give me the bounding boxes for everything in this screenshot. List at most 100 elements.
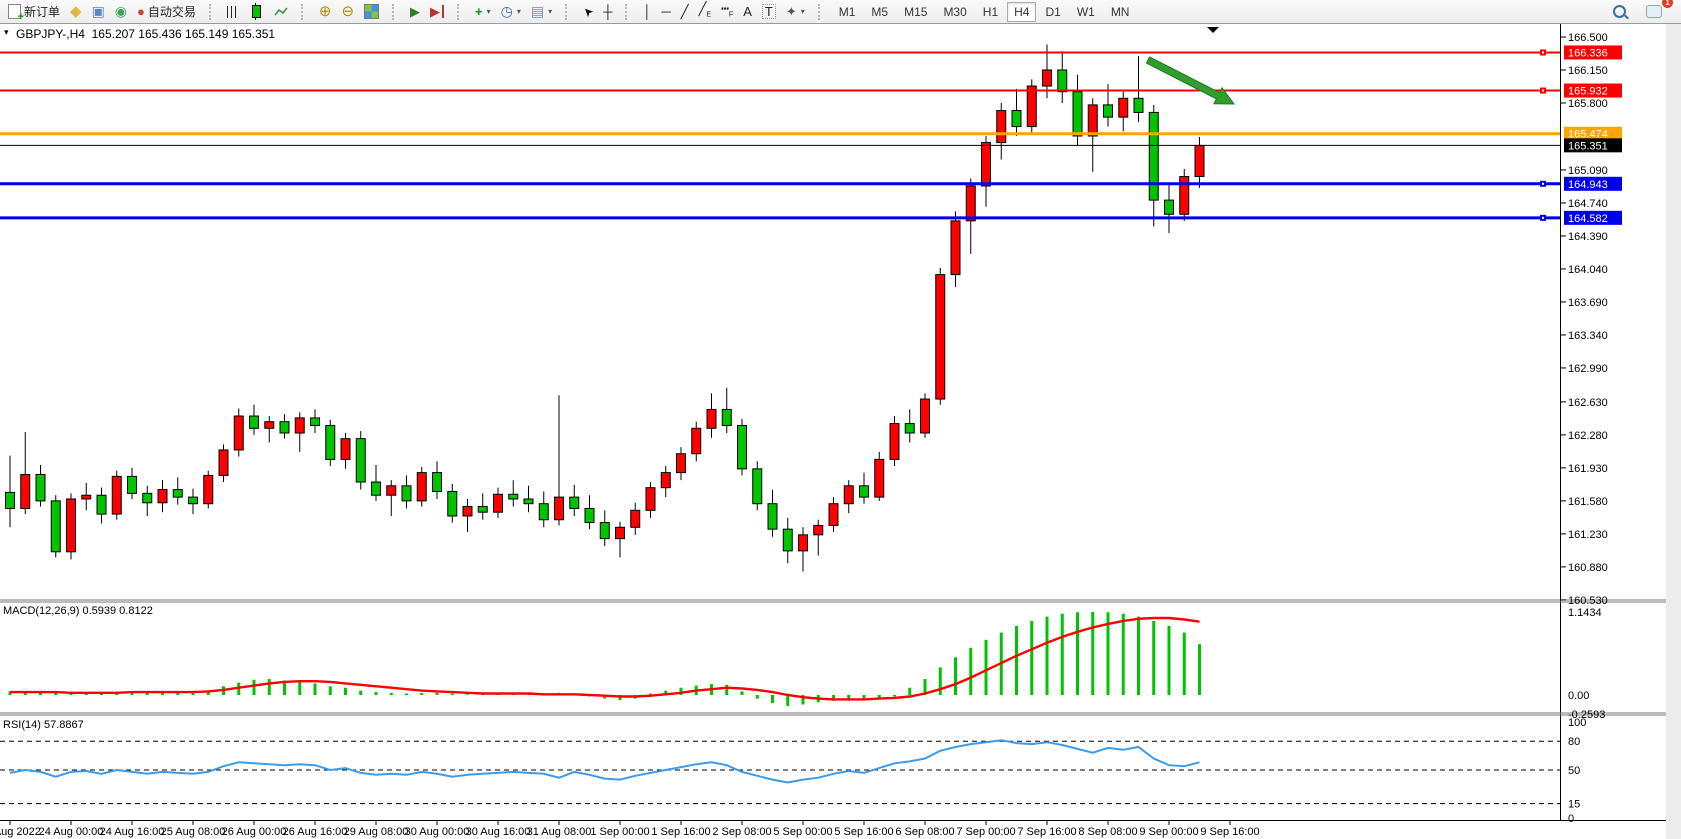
text-label-tool[interactable]: T [757,1,781,23]
toolbar-separator [625,3,632,20]
indicators-button[interactable]: + ▾ [470,1,496,23]
candlestick-button[interactable] [244,1,269,23]
notifications-button[interactable]: 1 [1641,0,1673,23]
candle-body [889,423,900,460]
timeframe-m15[interactable]: M15 [904,4,928,19]
chevron-down-icon: ▾ [800,7,805,16]
time-axis-label: 8 Sep 08:00 [1078,826,1137,838]
candle-body [843,485,854,505]
price-tick-label: 164.040 [1568,264,1608,276]
signals-button[interactable]: ◉ [110,1,132,23]
search-icon [1613,5,1626,18]
candle-body [645,487,656,511]
bar-chart-button[interactable] [222,1,244,23]
horizontal-line-icon: ─ [661,4,671,19]
timeframe-w1[interactable]: W1 [1076,4,1095,19]
zoom-out-button[interactable]: ⊖ [336,1,359,23]
candle-body [676,453,686,474]
candle-body [35,473,46,502]
fibonacci-tool[interactable]: ┅F [716,1,738,23]
templates-button[interactable]: ▤ ▾ [526,1,557,23]
price-line-label-box [1564,210,1622,225]
candle-body [859,485,869,498]
candle-body [20,473,31,509]
candle-body [493,493,503,513]
candle-body [401,485,412,502]
candle-body [660,472,671,489]
candle-body [432,472,442,492]
candle-body [233,415,244,451]
candle-body [950,220,961,276]
new-order-icon [8,4,24,23]
cursor-button[interactable]: ➤ [578,1,598,23]
text-tool[interactable]: A [738,1,757,23]
price-line-label-box [1564,138,1622,153]
chevron-down-icon: ▾ [548,7,553,16]
chart-shift-marker[interactable] [1207,27,1219,33]
macd-axis-label: 1.1434 [1568,607,1602,619]
tile-windows-button[interactable] [359,1,384,23]
chart-shift-icon: ▶ [430,5,445,18]
auto-scroll-icon: ▶ [410,4,421,19]
auto-scroll-button[interactable]: ▶ [405,1,425,23]
time-axis-label: 1 Sep 16:00 [651,826,710,838]
styles-button[interactable]: ◆ [65,1,87,23]
candle-body [508,493,519,500]
candles-layer [5,44,1205,572]
rsi-axis-label: 0 [1568,813,1574,825]
time-axis-label: 6 Sep 08:00 [895,826,954,838]
periods-button[interactable]: ◷ ▾ [496,1,526,23]
notification-badge: 1 [1662,0,1673,8]
timeframe-m5[interactable]: M5 [871,4,889,19]
candlestick-icon [251,3,261,20]
price-tick-label: 160.530 [1568,595,1608,607]
horizontal-line-tool[interactable]: ─ [657,1,676,23]
candle-body [188,496,198,505]
time-axis-label: 5 Sep 16:00 [834,826,893,838]
arrows-tool[interactable]: ✦ ▾ [781,1,810,23]
candle-body [111,475,122,515]
rsi-line [9,739,1200,784]
auto-trading-button[interactable]: ● 自动交易 [132,1,201,23]
candle-body [264,421,275,429]
candle-body [828,503,839,526]
profile-button[interactable]: ▣ [87,1,110,23]
time-axis-label: 5 Sep 00:00 [773,826,832,838]
crosshair-button[interactable]: ┼ [598,1,617,23]
timeframe-m30[interactable]: M30 [943,4,967,19]
macd-panel [8,611,1201,706]
candle-body [813,524,824,536]
chart-menu-marker[interactable]: ▾ [4,27,9,37]
timeframe-d1[interactable]: D1 [1045,4,1061,19]
tile-windows-icon [364,4,380,19]
candle-body [386,485,397,496]
timeframe-h1[interactable]: H1 [982,4,999,19]
new-order-button[interactable]: 新订单 [3,1,65,23]
time-axis-label: 1 Sep 00:00 [590,826,649,838]
timeframe-mn[interactable]: MN [1110,4,1130,19]
time-axis-label: 23 Aug 2022 [0,826,41,838]
candle-body [1118,97,1129,118]
channel-tool[interactable]: ╱E [694,1,717,23]
text-label-icon: T [761,4,776,19]
chart-shift-button[interactable]: ▶ [425,1,449,23]
search-button[interactable] [1608,1,1631,23]
toolbar-separator [817,3,825,20]
zoom-in-button[interactable]: ⊕ [314,1,337,23]
timeframe-m1[interactable]: M1 [838,4,856,19]
timeframe-group: M1 M5 M15 M30 H1 H4 D1 W1 MN [828,1,1141,23]
line-chart-button[interactable] [269,1,293,23]
timeframe-h4[interactable]: H4 [1007,1,1037,22]
vertical-line-tool[interactable]: │ [638,1,656,23]
trendline-tool[interactable]: ╱ [676,1,694,23]
green-arrow-annotation[interactable] [1145,56,1235,105]
time-axis-label: 24 Aug 16:00 [100,826,165,838]
candle-body [462,506,473,517]
candle-body [752,468,763,505]
time-axis-label: 25 Aug 08:00 [161,826,226,838]
candle-body [203,474,214,505]
price-tick-label: 161.580 [1568,496,1608,508]
chart-title: GBPJPY-,H4 165.207 165.436 165.149 165.3… [16,27,275,41]
candle-body [599,522,610,540]
